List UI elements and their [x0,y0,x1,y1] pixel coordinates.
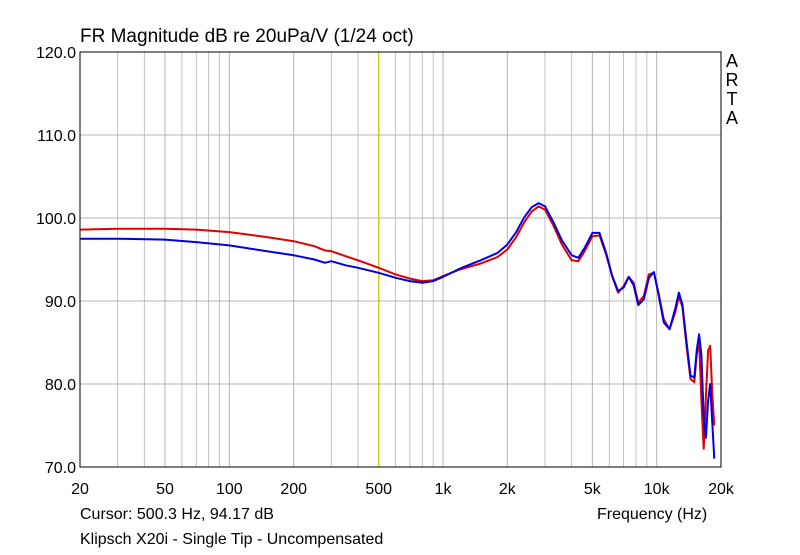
arta-letter: A [725,108,738,128]
x-tick-label: 10k [644,481,671,498]
x-tick-label: 1k [435,481,453,498]
arta-letter: A [725,51,738,71]
x-tick-label: 20k [708,481,735,498]
series-red-line [79,205,716,450]
y-tick-label: 90.0 [45,294,76,311]
cursor-readout: Cursor: 500.3 Hz, 94.17 dB [80,506,274,523]
arta-letter: T [726,89,738,109]
x-tick-label: 200 [280,481,307,498]
y-tick-label: 80.0 [45,377,76,394]
x-tick-label: 50 [156,481,174,498]
y-tick-label: 70.0 [45,460,76,477]
x-tick-label: 2k [499,481,517,498]
y-tick-label: 110.0 [37,128,76,145]
series-blue-line [80,202,716,459]
x-tick-labels: 20 50 100 200 500 1k 2k 5k 10k 20k [71,481,735,498]
arta-letter: R [725,70,739,90]
arta-watermark: A R T A [722,52,742,128]
chart-caption: Klipsch X20i - Single Tip - Uncompensate… [80,531,384,548]
x-tick-label: 20 [71,481,89,498]
chart-title: FR Magnitude dB re 20uPa/V (1/24 oct) [80,26,414,47]
chart-grid [80,52,721,467]
x-tick-label: 100 [216,481,243,498]
y-tick-label: 100.0 [36,211,76,228]
plot-frame [79,51,722,468]
y-tick-labels: 70.0 80.0 90.0 100.0 110.0 120.0 [36,45,76,477]
x-tick-label: 5k [584,481,602,498]
x-axis-title: Frequency (Hz) [597,506,708,523]
y-tick-label: 120.0 [36,45,76,62]
x-tick-label: 500 [365,481,392,498]
chart-series [79,202,716,459]
